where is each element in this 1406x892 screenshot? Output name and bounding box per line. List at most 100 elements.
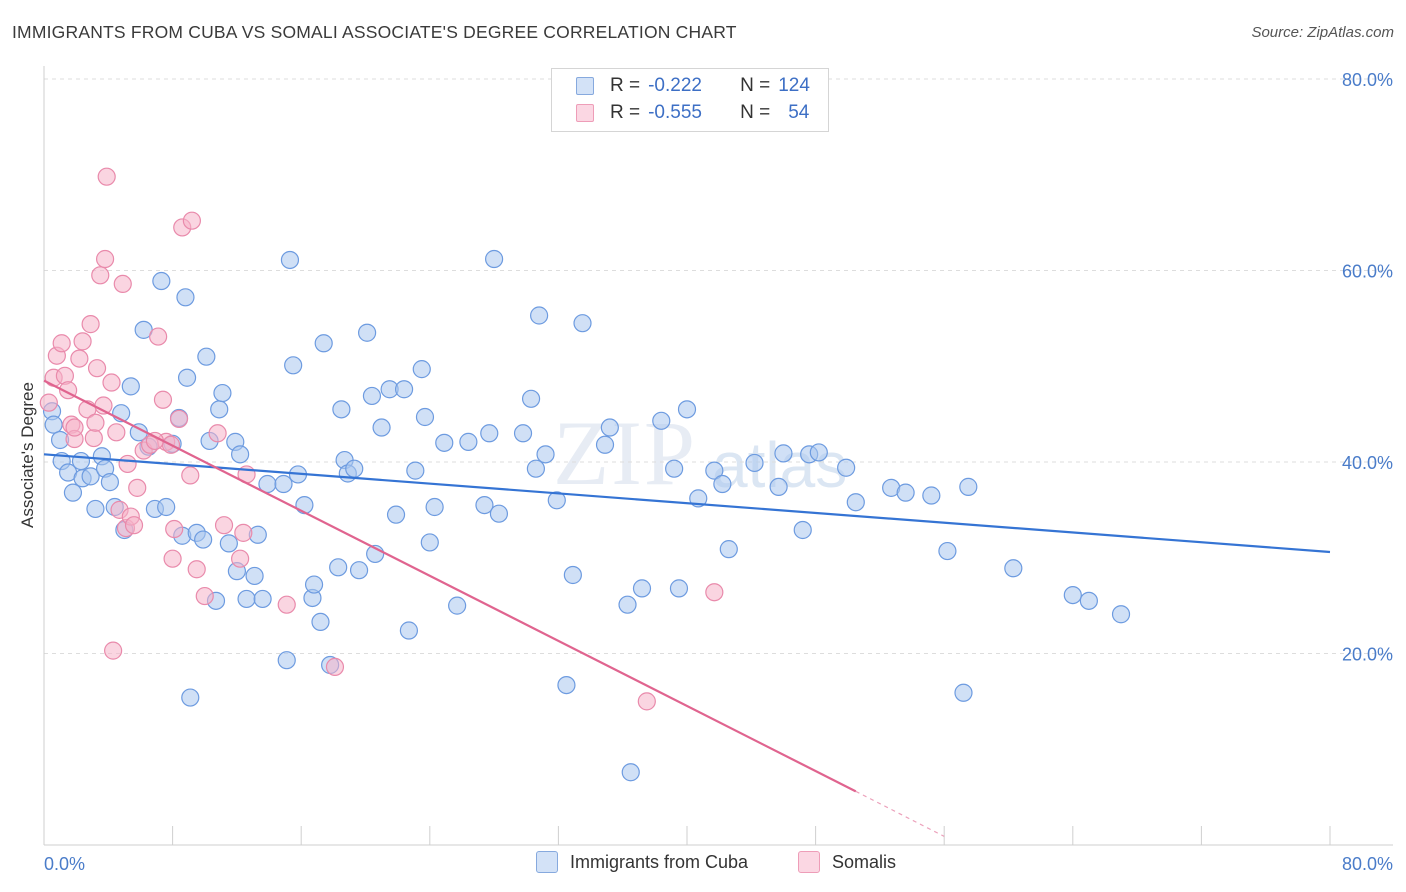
point-cuba <box>176 288 195 307</box>
point-cuba <box>121 377 140 396</box>
point-cuba <box>536 445 555 464</box>
point-cuba <box>1079 591 1098 610</box>
point-somali <box>39 393 58 412</box>
point-cuba <box>231 445 250 464</box>
point-cuba <box>595 435 615 454</box>
legend-swatch-somali <box>798 851 820 873</box>
point-somali <box>277 595 296 614</box>
point-cuba <box>459 432 478 451</box>
point-cuba <box>563 565 582 585</box>
point-cuba <box>152 271 171 291</box>
point-cuba <box>386 505 406 524</box>
point-cuba <box>284 356 303 375</box>
legend-n-label: N = <box>740 75 771 96</box>
point-somali <box>124 516 144 535</box>
point-somali <box>86 413 105 432</box>
point-cuba <box>846 493 865 512</box>
point-cuba <box>774 444 793 463</box>
point-cuba <box>425 497 444 517</box>
point-cuba <box>345 459 364 478</box>
point-somali <box>187 560 206 579</box>
point-cuba <box>513 424 533 443</box>
legend-r-value: -0.222 <box>648 75 702 96</box>
point-somali <box>81 315 100 334</box>
point-cuba <box>745 453 764 473</box>
point-somali <box>97 167 116 186</box>
point-cuba <box>526 459 545 478</box>
point-cuba <box>394 380 414 399</box>
point-somali <box>208 424 227 443</box>
point-cuba <box>415 407 435 427</box>
point-somali <box>182 211 201 230</box>
point-cuba <box>1111 605 1131 624</box>
point-cuba <box>480 424 499 443</box>
y-tick-label: 80.0% <box>1342 70 1393 90</box>
point-cuba <box>665 459 684 478</box>
point-cuba <box>177 368 197 387</box>
point-somali <box>165 519 184 539</box>
y-tick-label: 40.0% <box>1342 453 1393 473</box>
point-cuba <box>677 400 697 419</box>
legend-n-value: 54 <box>788 102 810 123</box>
point-somali <box>104 641 123 660</box>
point-cuba <box>705 461 724 480</box>
point-cuba <box>81 467 100 486</box>
legend-row-somali: R = -0.555 N = 54 <box>576 101 809 125</box>
point-cuba <box>489 504 509 523</box>
point-somali <box>169 409 189 429</box>
point-cuba <box>621 763 640 782</box>
point-cuba <box>632 579 652 598</box>
point-cuba <box>280 250 300 270</box>
point-cuba <box>245 566 264 586</box>
legend-item-cuba[interactable]: Immigrants from Cuba <box>536 851 748 873</box>
point-somali <box>234 523 253 542</box>
legend-label-cuba: Immigrants from Cuba <box>570 851 749 872</box>
point-cuba <box>314 334 333 353</box>
legend-label-somali: Somalis <box>832 851 897 872</box>
point-somali <box>153 390 173 409</box>
point-cuba <box>253 589 272 609</box>
point-somali <box>70 349 89 368</box>
point-somali <box>705 583 724 602</box>
point-cuba <box>959 477 978 496</box>
point-somali <box>107 423 126 442</box>
legend-n-value: 124 <box>778 75 810 96</box>
point-cuba <box>237 589 256 609</box>
legend-n-label: N = <box>740 102 771 123</box>
point-cuba <box>71 451 91 471</box>
legend-item-somali[interactable]: Somalis <box>798 851 896 873</box>
point-cuba <box>100 473 120 492</box>
point-cuba <box>896 483 915 502</box>
legend-row-cuba: R = -0.222 N = 124 <box>576 74 810 98</box>
point-cuba <box>448 596 467 615</box>
point-cuba <box>210 400 229 419</box>
point-somali <box>195 586 214 606</box>
point-cuba <box>600 418 619 437</box>
point-cuba <box>372 418 391 437</box>
point-cuba <box>399 621 419 640</box>
y-tick-label: 60.0% <box>1342 262 1393 282</box>
x-tick-label: 0.0% <box>44 854 85 874</box>
point-cuba <box>304 575 324 594</box>
point-cuba <box>719 540 738 559</box>
point-somali <box>95 249 115 269</box>
point-somali <box>113 274 132 294</box>
legend-swatch-somali <box>576 104 594 122</box>
point-cuba <box>358 323 377 342</box>
point-cuba <box>197 347 216 366</box>
trendline-somali <box>43 379 857 793</box>
point-cuba <box>420 533 439 552</box>
point-somali <box>181 466 200 485</box>
point-somali <box>163 549 182 568</box>
point-cuba <box>922 486 941 505</box>
point-cuba <box>44 415 63 434</box>
legend-swatch-cuba <box>536 851 558 873</box>
point-cuba <box>521 389 541 408</box>
point-cuba <box>1063 585 1082 605</box>
point-cuba <box>86 499 105 519</box>
point-cuba <box>329 558 348 577</box>
point-cuba <box>406 461 425 480</box>
point-cuba <box>530 306 549 325</box>
trendline-extension-somali <box>855 790 945 837</box>
